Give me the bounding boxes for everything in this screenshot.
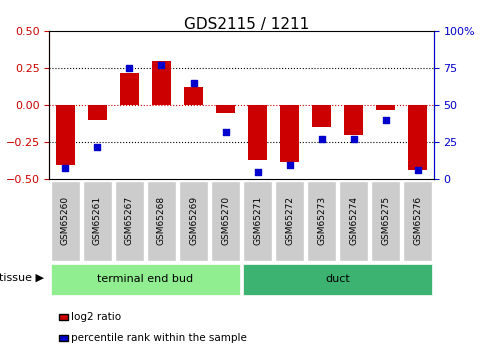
Bar bbox=[344, 105, 363, 135]
Point bbox=[221, 129, 229, 135]
Bar bbox=[115, 181, 144, 260]
Text: terminal end bud: terminal end bud bbox=[98, 275, 193, 284]
Bar bbox=[184, 87, 203, 105]
Point bbox=[253, 169, 261, 175]
Bar bbox=[403, 181, 432, 260]
Text: GSM65272: GSM65272 bbox=[285, 196, 294, 245]
Text: GSM65269: GSM65269 bbox=[189, 196, 198, 245]
Point bbox=[189, 80, 197, 86]
Point bbox=[286, 162, 294, 167]
Bar bbox=[243, 264, 432, 295]
Text: GSM65275: GSM65275 bbox=[381, 196, 390, 245]
Text: GSM65270: GSM65270 bbox=[221, 196, 230, 245]
Bar bbox=[147, 181, 176, 260]
Bar bbox=[280, 105, 299, 161]
Bar bbox=[179, 181, 208, 260]
Text: GSM65276: GSM65276 bbox=[413, 196, 423, 245]
Text: GSM65274: GSM65274 bbox=[349, 196, 358, 245]
Point bbox=[94, 144, 102, 149]
Text: log2 ratio: log2 ratio bbox=[71, 313, 122, 322]
Text: GSM65261: GSM65261 bbox=[93, 196, 102, 245]
Point bbox=[125, 66, 133, 71]
Point bbox=[157, 62, 165, 68]
Bar bbox=[83, 181, 112, 260]
Point bbox=[382, 117, 389, 123]
Bar bbox=[211, 181, 240, 260]
Bar bbox=[275, 181, 304, 260]
Bar bbox=[51, 264, 240, 295]
Text: duct: duct bbox=[325, 275, 350, 284]
Bar bbox=[307, 181, 336, 260]
Text: GSM65268: GSM65268 bbox=[157, 196, 166, 245]
Point bbox=[350, 137, 357, 142]
Bar bbox=[88, 105, 107, 120]
Point bbox=[317, 137, 325, 142]
Text: GSM65267: GSM65267 bbox=[125, 196, 134, 245]
Text: percentile rank within the sample: percentile rank within the sample bbox=[71, 333, 247, 343]
Bar bbox=[339, 181, 368, 260]
Bar bbox=[120, 72, 139, 105]
Bar bbox=[51, 181, 80, 260]
Bar bbox=[248, 105, 267, 160]
Text: GSM65271: GSM65271 bbox=[253, 196, 262, 245]
Text: tissue ▶: tissue ▶ bbox=[0, 273, 44, 283]
Bar bbox=[56, 105, 75, 165]
Point bbox=[61, 165, 69, 170]
Bar bbox=[371, 181, 400, 260]
Text: GSM65273: GSM65273 bbox=[317, 196, 326, 245]
Bar bbox=[243, 181, 272, 260]
Bar bbox=[376, 105, 395, 110]
Text: GDS2115 / 1211: GDS2115 / 1211 bbox=[184, 17, 309, 32]
Bar bbox=[152, 61, 171, 105]
Bar bbox=[312, 105, 331, 128]
Bar bbox=[216, 105, 235, 112]
Bar bbox=[408, 105, 427, 170]
Point bbox=[414, 168, 422, 173]
Text: GSM65260: GSM65260 bbox=[61, 196, 70, 245]
